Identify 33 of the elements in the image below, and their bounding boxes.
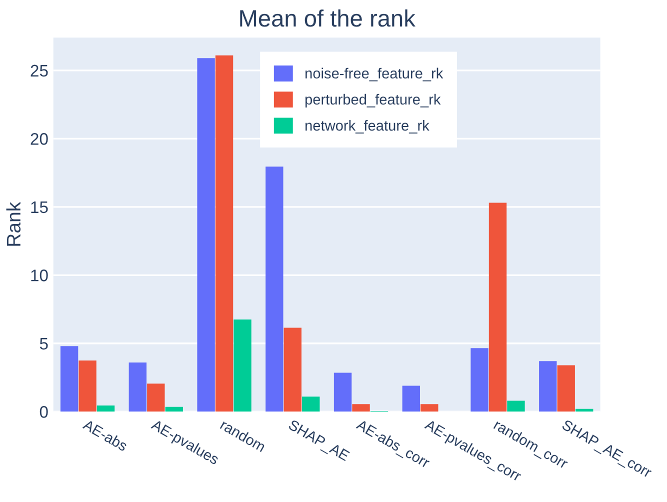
bar [215, 55, 234, 412]
bar [302, 396, 320, 412]
bar [60, 346, 78, 412]
bar [576, 408, 594, 412]
bar [334, 372, 352, 412]
y-tick-label: 5 [40, 338, 48, 350]
bar [197, 58, 215, 412]
bar [488, 202, 507, 412]
y-tick-label: 0 [40, 406, 48, 418]
y-tick-label: 15 [31, 201, 48, 214]
bar [539, 361, 557, 412]
bar [128, 362, 147, 412]
legend-label: network_feature_rk [306, 120, 430, 134]
bar [234, 320, 252, 412]
bar [470, 348, 488, 412]
y-tick-label: 10 [31, 270, 48, 282]
bar [557, 365, 575, 412]
chart-title: Mean of the rank [240, 9, 416, 27]
bar [420, 404, 438, 412]
y-tick-label: 25 [30, 64, 48, 77]
bar [266, 166, 284, 412]
bar [147, 384, 165, 412]
legend-label: perturbed_feature_rk [305, 94, 441, 108]
bar [284, 328, 302, 412]
bar [507, 400, 525, 412]
legend-label: noise-free_feature_rk [306, 68, 444, 82]
y-axis-title: Rank [6, 202, 21, 246]
bar [96, 406, 115, 412]
bar [78, 360, 96, 412]
bar [165, 406, 183, 412]
bar [352, 404, 370, 412]
y-tick-label: 20 [30, 133, 48, 145]
bar [402, 386, 420, 412]
